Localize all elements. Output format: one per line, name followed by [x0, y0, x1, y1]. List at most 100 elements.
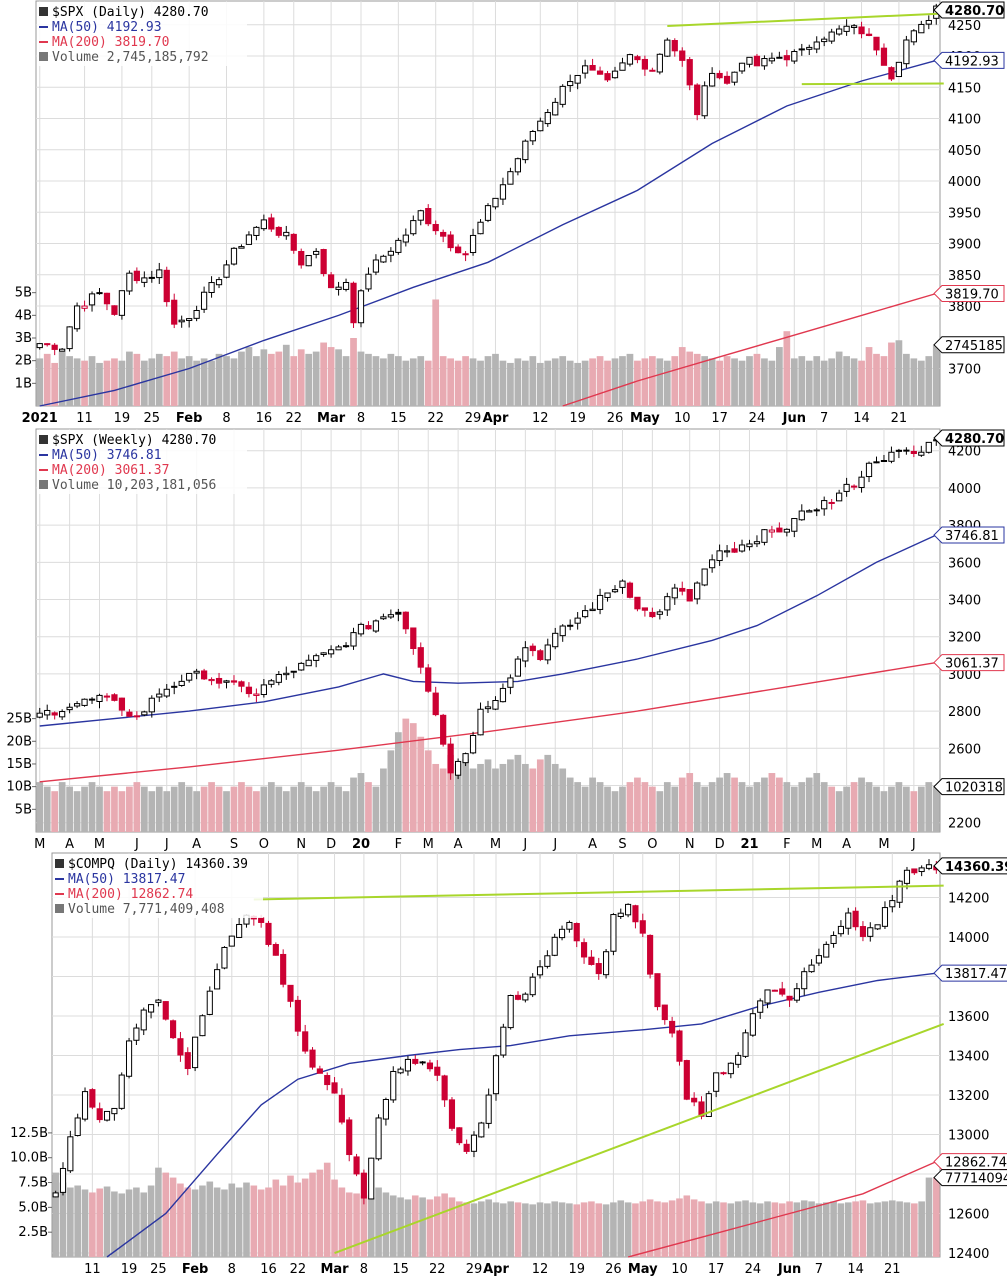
volume-bar	[822, 1202, 830, 1257]
candle-body	[163, 688, 170, 697]
x-tick-label: O	[647, 837, 657, 852]
volume-bar	[193, 360, 200, 406]
volume-bar	[439, 768, 447, 832]
volume-bar	[323, 1162, 331, 1257]
x-tick-label: 22	[285, 411, 302, 426]
volume-bar	[320, 342, 327, 406]
candle-body	[402, 234, 409, 243]
candle-body	[156, 269, 163, 279]
candle-body	[434, 1066, 441, 1076]
volume-bar	[275, 786, 283, 832]
candle-body	[469, 735, 477, 754]
volume-bar	[389, 1195, 397, 1257]
candle-body	[603, 951, 610, 976]
trend-line	[667, 12, 944, 27]
candle-body	[764, 989, 771, 1004]
x-tick-label: 17	[708, 1262, 725, 1277]
volume-bar	[424, 750, 432, 832]
candle-body	[338, 1094, 345, 1123]
x-tick-label: Apr	[483, 411, 509, 426]
volume-bar	[170, 351, 178, 406]
candle-body	[828, 31, 835, 42]
candle-body	[783, 528, 790, 533]
volume-bar	[126, 786, 133, 832]
volume-bar	[365, 782, 372, 832]
volume-bar	[170, 786, 178, 832]
volume-bar	[544, 754, 552, 832]
candle-body	[858, 26, 865, 35]
candle-body	[253, 693, 260, 696]
volume-bar	[738, 360, 746, 406]
candle-body	[679, 50, 686, 61]
volume-bar	[536, 362, 544, 406]
volume-bar	[529, 356, 537, 406]
volume-bar	[402, 360, 410, 406]
x-tick-label: 24	[745, 1262, 762, 1277]
candle-body	[499, 184, 507, 200]
price-tag	[933, 778, 1005, 796]
legend-volume: Volume 7,771,409,408	[68, 902, 225, 917]
x-tick-label: 25	[150, 1262, 167, 1277]
volume-bar	[895, 340, 903, 406]
candle-body	[580, 942, 588, 958]
candle-body	[573, 923, 580, 942]
volume-bar	[536, 1202, 544, 1257]
volume-bar	[485, 1199, 492, 1257]
candle-body	[713, 1072, 720, 1092]
candle-body	[589, 64, 596, 71]
volume-bar	[439, 356, 447, 406]
volume-bar	[589, 358, 596, 406]
candle-body	[903, 449, 910, 452]
y-tick-label: 4000	[948, 482, 981, 497]
candle-body	[253, 226, 260, 236]
volume-bar	[89, 1192, 96, 1257]
volume-bar	[417, 736, 425, 832]
x-tick-label: 19	[569, 411, 586, 426]
candle-body	[589, 608, 596, 612]
volume-bar	[910, 358, 918, 406]
candle-body	[694, 582, 701, 600]
candle-body	[447, 743, 454, 774]
volume-bar	[690, 1199, 698, 1257]
candle-body	[552, 632, 559, 648]
y-tick-label: 14000	[948, 931, 989, 946]
candle-body	[815, 955, 822, 964]
volume-bar	[499, 763, 507, 832]
candle-body	[199, 1015, 206, 1037]
volume-bar	[749, 1202, 757, 1257]
candle-body	[798, 48, 805, 51]
candle-body	[447, 234, 454, 249]
candle-body	[686, 59, 693, 86]
volume-bar	[282, 344, 290, 406]
x-tick-label: M	[34, 837, 45, 852]
volume-bar	[932, 786, 940, 832]
x-tick-label: J	[164, 837, 169, 852]
volume-bar	[73, 358, 81, 406]
volume-bar	[619, 356, 626, 406]
candle-body	[801, 971, 808, 990]
candle-body	[141, 711, 148, 716]
candle-body	[654, 973, 661, 1008]
volume-bar	[835, 351, 843, 406]
volume-bar	[815, 1203, 823, 1257]
candle-body	[910, 450, 917, 455]
candle-body	[507, 677, 514, 688]
volume-bar	[260, 349, 268, 406]
volume-bar	[253, 356, 260, 406]
volume-bar	[287, 1175, 294, 1257]
candle-body	[686, 589, 693, 602]
candle-body	[669, 1020, 676, 1034]
candle-body	[51, 712, 58, 716]
candle-body	[691, 1097, 698, 1103]
volume-bar	[448, 1197, 456, 1257]
volume-bar	[881, 1201, 889, 1257]
y-tick-label: 12600	[948, 1208, 989, 1223]
x-tick-label: N	[296, 837, 306, 852]
candle-body	[671, 40, 678, 52]
volume-bar	[155, 353, 163, 406]
volume-bar	[753, 782, 761, 832]
candle-body	[36, 343, 43, 349]
price-tag-label: 3746.81	[945, 529, 999, 544]
candle-body	[865, 33, 873, 37]
candle-body	[896, 880, 903, 903]
